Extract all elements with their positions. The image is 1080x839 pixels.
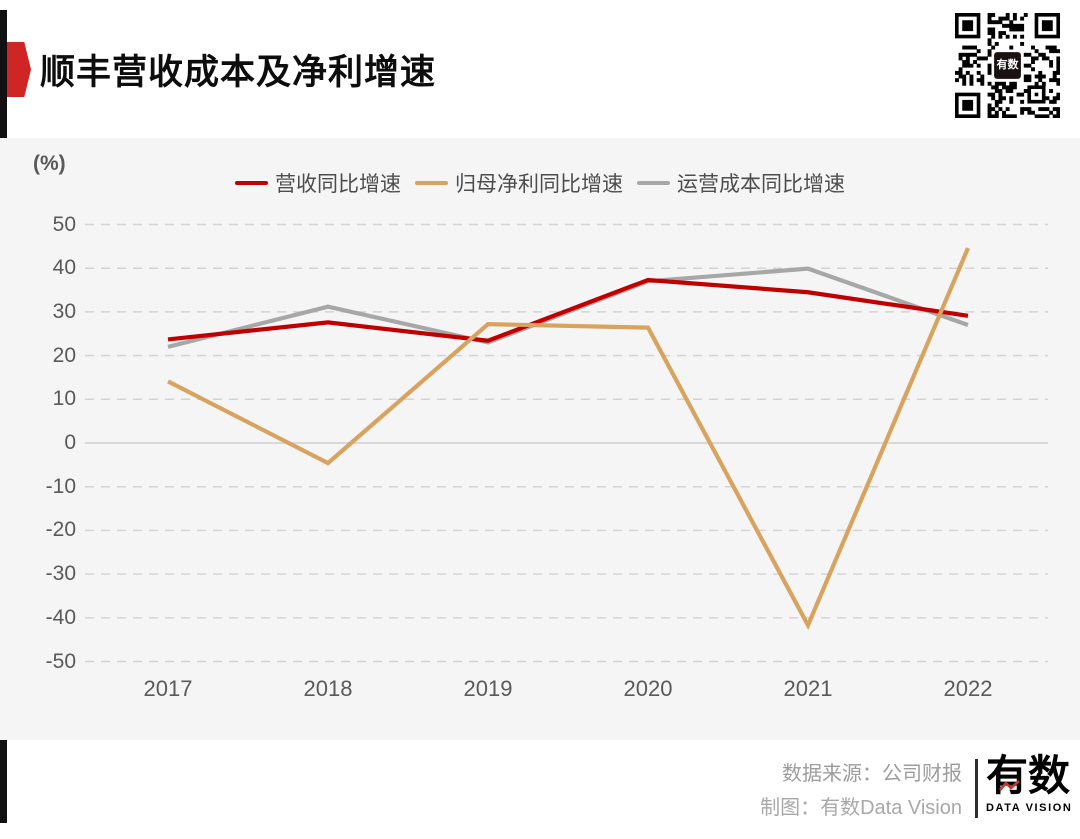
x-tick-label: 2019 xyxy=(463,676,513,701)
legend-label: 营收同比增速 xyxy=(275,173,401,196)
legend-item: 归母净利同比增速 xyxy=(415,168,623,198)
x-tick-label: 2020 xyxy=(623,676,673,701)
y-tick-label: 40 xyxy=(52,256,76,280)
legend-swatch xyxy=(637,181,670,185)
logo-sub-text: DATA VISION xyxy=(986,802,1073,814)
plot-svg xyxy=(85,223,1048,663)
y-axis-unit-label: (%) xyxy=(33,152,66,175)
y-tick-label: 30 xyxy=(52,299,76,323)
legend-item: 营收同比增速 xyxy=(235,168,401,198)
y-tick-label: -50 xyxy=(45,649,76,673)
series-line-0 xyxy=(167,277,969,343)
logo-main-text: 有数 xyxy=(986,752,1071,799)
svg-text:有数: 有数 xyxy=(997,57,1020,71)
y-tick-label: 20 xyxy=(52,343,76,367)
legend: 营收同比增速 归母净利同比增速 运营成本同比增速 xyxy=(0,168,1080,198)
chart-area: (%) 营收同比增速 归母净利同比增速 运营成本同比增速 50 40 30 20 10 0 -1… xyxy=(0,138,1080,740)
y-tick-label: -20 xyxy=(45,518,76,542)
legend-label: 运营成本同比增速 xyxy=(677,173,845,196)
x-tick-label: 2018 xyxy=(303,676,353,701)
y-tick-label: -40 xyxy=(45,605,76,629)
credit-text: 制图：有数Data Vision xyxy=(760,797,962,819)
logo: 有数 DATA VISION xyxy=(986,752,1076,814)
legend-swatch xyxy=(415,181,448,185)
data-source-text: 数据来源：公司财报 xyxy=(782,763,962,785)
legend-item: 运营成本同比增速 xyxy=(637,168,845,198)
page-title: 顺丰营收成本及净利增速 xyxy=(40,53,437,92)
zigzag-line-icon xyxy=(999,780,1020,791)
footer-divider xyxy=(975,759,978,818)
series-line-2 xyxy=(167,266,969,349)
legend-label: 归母净利同比增速 xyxy=(455,173,623,196)
footer-text: 数据来源：公司财报 制图：有数Data Vision xyxy=(562,757,962,825)
legend-swatch xyxy=(235,181,268,185)
x-tick-label: 2021 xyxy=(783,676,833,701)
y-tick-label: -30 xyxy=(45,562,76,586)
x-tick-label: 2022 xyxy=(943,676,993,701)
y-tick-label: 50 xyxy=(52,212,76,236)
y-tick-label: 0 xyxy=(64,431,76,454)
title-badge-icon xyxy=(7,42,31,97)
qr-code-icon: 有数 xyxy=(955,13,1060,118)
x-tick-label: 2017 xyxy=(143,676,193,701)
y-tick-label: -10 xyxy=(45,474,76,498)
series-line-1 xyxy=(167,247,970,631)
y-tick-label: 10 xyxy=(52,387,76,411)
